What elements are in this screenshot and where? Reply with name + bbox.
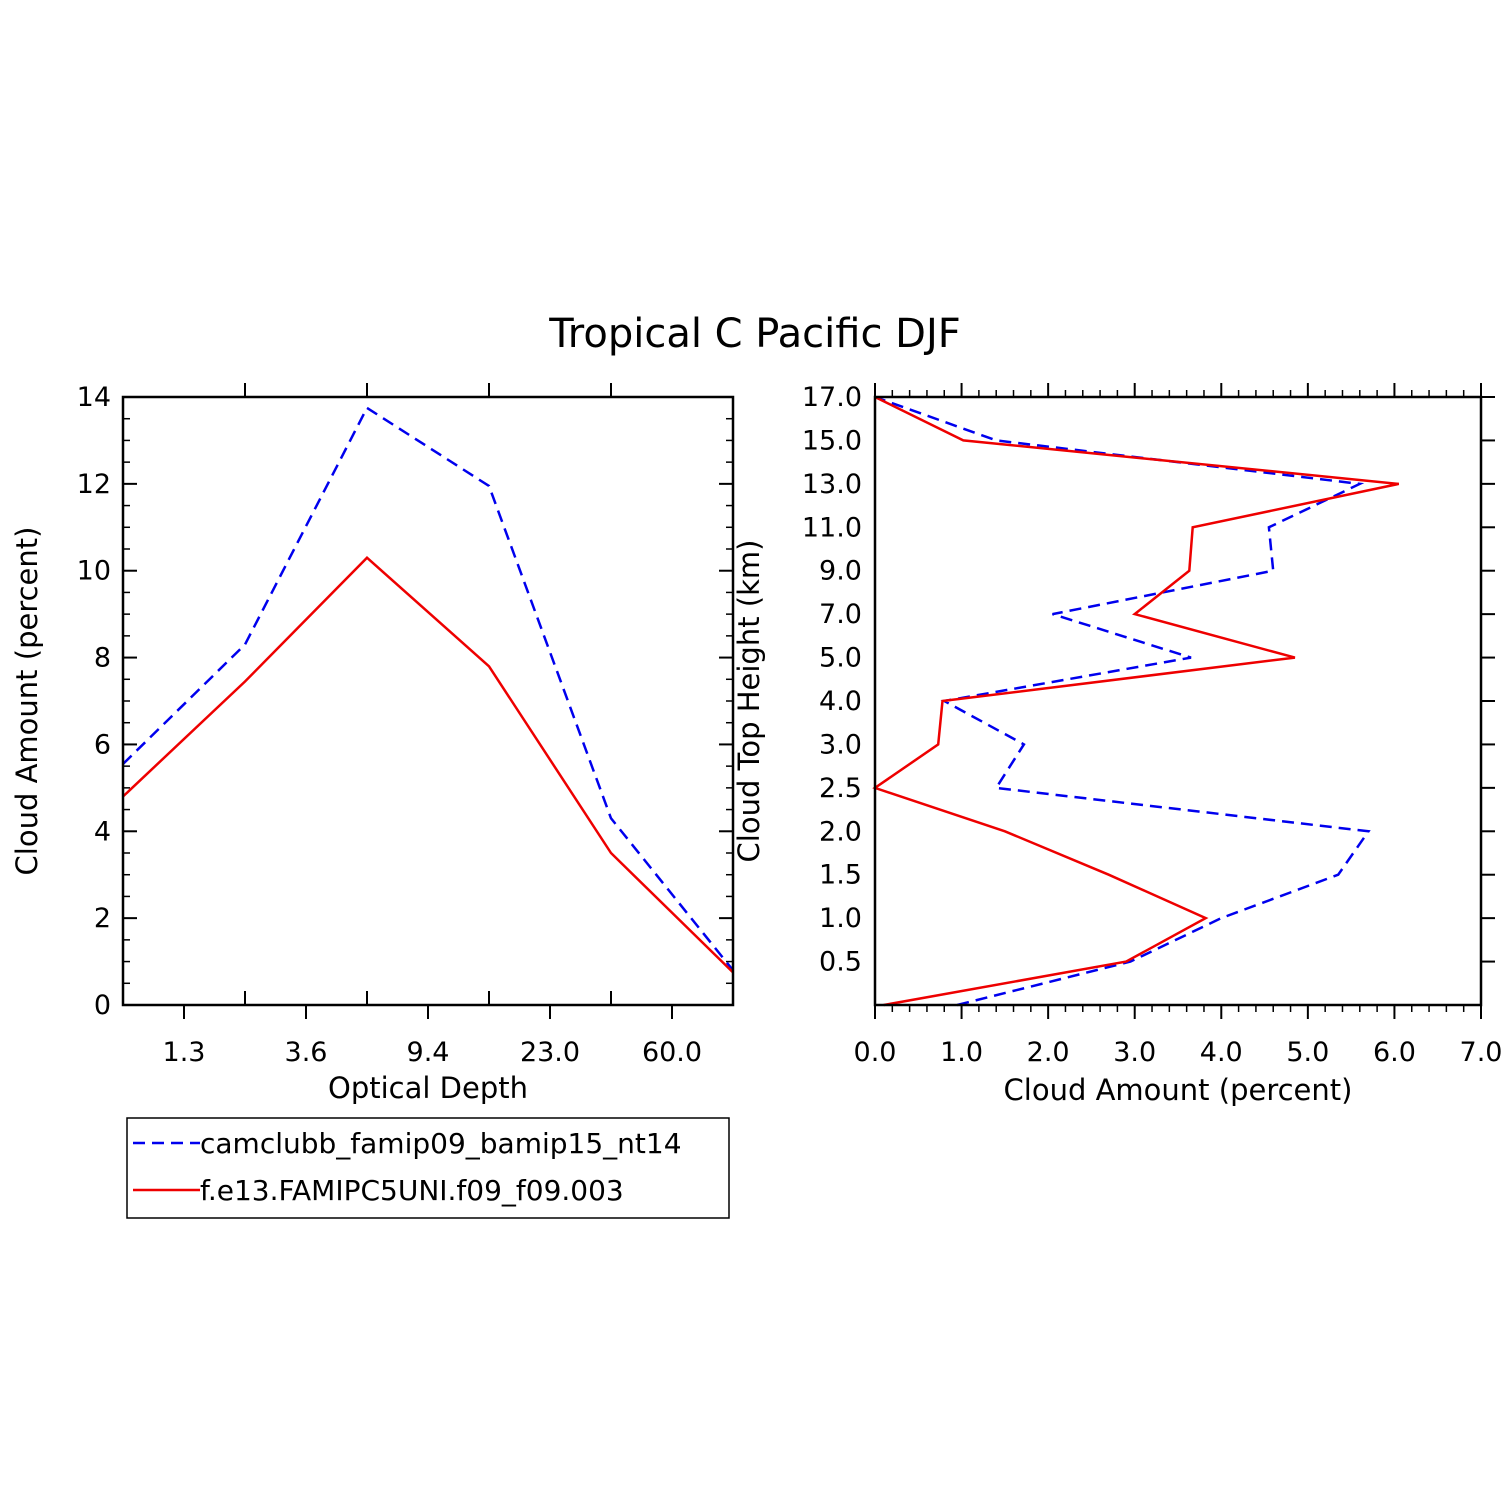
left-plot-frame bbox=[121, 395, 735, 1007]
left-xtick-label: 23.0 bbox=[520, 1037, 580, 1068]
right-ytick-label: 0.5 bbox=[819, 947, 862, 978]
right-ytick-label: 13.0 bbox=[802, 469, 862, 500]
left-xtick-label: 1.3 bbox=[163, 1037, 206, 1068]
right-xtick-label: 1.0 bbox=[940, 1037, 983, 1068]
left-xtick-label: 60.0 bbox=[642, 1037, 702, 1068]
chart-title: Tropical C Pacific DJF bbox=[548, 311, 961, 357]
left-ytick-label: 2 bbox=[94, 903, 111, 934]
right-xtick-label: 5.0 bbox=[1286, 1037, 1329, 1068]
left-ytick-label: 12 bbox=[77, 469, 111, 500]
right-xtick-label: 2.0 bbox=[1027, 1037, 1070, 1068]
right-xtick-label: 4.0 bbox=[1200, 1037, 1243, 1068]
left-chart: 0 2 4 6 8 10 12 14 1.3 3.6 9.4 23.0 60.0 Optical Dep… bbox=[10, 382, 735, 1105]
right-xtick-label: 6.0 bbox=[1373, 1037, 1416, 1068]
right-xtick-label: 3.0 bbox=[1113, 1037, 1156, 1068]
legend-label-series-2: f.e13.FAMIPC5UNI.f09_f09.003 bbox=[200, 1174, 624, 1207]
left-xlabel: Optical Depth bbox=[328, 1071, 528, 1105]
left-xtick-label: 3.6 bbox=[285, 1037, 328, 1068]
legend-box bbox=[126, 1117, 730, 1219]
right-ylabel: Cloud Top Height (km) bbox=[732, 540, 766, 863]
left-ticks: 0 2 4 6 8 10 12 14 1.3 3.6 9.4 23.0 60.0 bbox=[77, 382, 733, 1068]
left-ytick-label: 10 bbox=[77, 556, 111, 587]
left-ytick-label: 4 bbox=[94, 816, 111, 847]
right-xlabel: Cloud Amount (percent) bbox=[1004, 1073, 1353, 1107]
right-series-group bbox=[872, 395, 1400, 1007]
right-chart: 0.0 1.0 2.0 3.0 4.0 5.0 6.0 7.0 0.5 1.0 1.5 2.0 2.5 3… bbox=[732, 382, 1502, 1107]
right-ytick-label: 3.0 bbox=[819, 729, 862, 760]
right-ticks: 0.0 1.0 2.0 3.0 4.0 5.0 6.0 7.0 0.5 1.0 1.5 2.0 2.5 3… bbox=[802, 382, 1503, 1068]
left-series-line-2 bbox=[122, 555, 734, 974]
legend: camclubb_famip09_bamip15_nt14 f.e13.FAMI… bbox=[126, 1117, 730, 1219]
left-series-group bbox=[122, 406, 734, 974]
right-ytick-label: 1.0 bbox=[819, 903, 862, 934]
right-ytick-label: 1.5 bbox=[819, 860, 862, 891]
right-ytick-label: 15.0 bbox=[802, 425, 862, 456]
legend-label-series-1: camclubb_famip09_bamip15_nt14 bbox=[200, 1127, 682, 1160]
right-xtick-label: 7.0 bbox=[1460, 1037, 1503, 1068]
right-ytick-label: 9.0 bbox=[819, 556, 862, 587]
left-ytick-label: 14 bbox=[77, 382, 111, 413]
left-ylabel: Cloud Amount (percent) bbox=[10, 527, 44, 876]
right-ytick-label: 17.0 bbox=[802, 382, 862, 413]
left-series-line-1 bbox=[122, 406, 734, 972]
right-xtick-label: 0.0 bbox=[854, 1037, 897, 1068]
left-ytick-label: 6 bbox=[94, 729, 111, 760]
right-plot-frame bbox=[873, 395, 1483, 1007]
right-ytick-label: 11.0 bbox=[802, 512, 862, 543]
right-ytick-label: 2.5 bbox=[819, 773, 862, 804]
right-ytick-label: 5.0 bbox=[819, 643, 862, 674]
right-ytick-label: 4.0 bbox=[819, 686, 862, 717]
left-ytick-label: 8 bbox=[94, 643, 111, 674]
right-ytick-label: 7.0 bbox=[819, 599, 862, 630]
right-series-line-2 bbox=[872, 395, 1400, 1007]
left-xtick-label: 9.4 bbox=[407, 1037, 450, 1068]
left-ytick-label: 0 bbox=[94, 990, 111, 1021]
right-ytick-label: 2.0 bbox=[819, 816, 862, 847]
